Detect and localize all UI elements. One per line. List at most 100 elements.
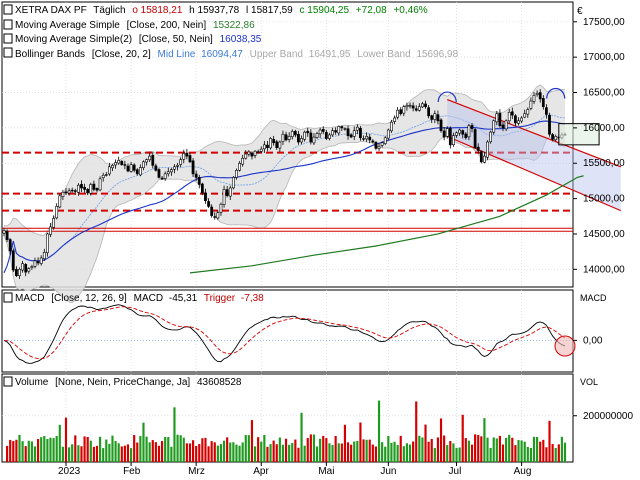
candle — [120, 160, 124, 166]
candle-body — [166, 171, 170, 175]
volume-bar — [74, 435, 77, 462]
candle-body — [207, 201, 210, 207]
candle — [498, 109, 502, 128]
candle-body — [269, 138, 272, 149]
candle — [430, 114, 434, 123]
candle-body — [142, 161, 145, 168]
candle — [42, 248, 46, 261]
volume-bar — [257, 437, 260, 462]
candle-body — [501, 124, 505, 129]
candle-body — [256, 151, 260, 153]
volume-bar — [12, 441, 15, 462]
volume-bar — [123, 445, 126, 462]
candle — [185, 149, 189, 160]
candle — [507, 108, 511, 124]
volume-bar — [272, 440, 275, 462]
candle-body — [517, 120, 520, 124]
candle-body — [2, 230, 6, 234]
candle-body — [182, 153, 186, 160]
candle — [117, 156, 121, 165]
candle — [393, 115, 396, 125]
volume-bar — [523, 441, 526, 462]
candle — [306, 127, 310, 137]
volume-bar — [68, 447, 71, 462]
candle — [445, 126, 449, 139]
candle — [253, 150, 257, 159]
candle-body — [204, 192, 207, 202]
volume-bar — [483, 418, 486, 462]
volume-bar — [458, 447, 461, 462]
x-tick-label: Jun — [380, 466, 396, 477]
candle-body — [458, 129, 462, 134]
price-tick-label: 14500,00 — [583, 229, 625, 240]
x-tick-label: Aug — [514, 466, 532, 477]
candle — [346, 125, 350, 140]
candle — [541, 95, 545, 110]
volume-bar — [384, 446, 387, 462]
candle-body — [300, 138, 303, 143]
candle-body — [210, 206, 214, 216]
candle — [179, 157, 183, 168]
candle-body — [433, 113, 437, 120]
volume-bar — [309, 434, 312, 462]
candle-body — [297, 133, 300, 143]
candle-body — [101, 174, 105, 179]
volume-bar — [325, 438, 328, 462]
candle — [231, 176, 235, 190]
candle — [98, 176, 102, 192]
candle — [238, 161, 241, 172]
candle — [142, 160, 145, 171]
candle — [321, 126, 325, 135]
volume-bar — [415, 401, 418, 462]
candle-body — [132, 164, 136, 171]
volume-bar — [449, 441, 452, 462]
candle-body — [275, 141, 279, 148]
candle — [495, 110, 499, 126]
bollinger-legend-icon — [3, 47, 13, 58]
candle-body — [470, 125, 474, 129]
volume-bar — [560, 436, 563, 462]
panel-frame-2 — [1, 373, 574, 463]
candle-body — [548, 114, 551, 135]
volume-bar — [27, 440, 30, 462]
volume-bar — [111, 435, 114, 462]
candle — [95, 187, 99, 193]
candle — [386, 128, 390, 141]
candle-body — [473, 129, 477, 148]
candle-body — [380, 142, 384, 146]
volume-bar — [368, 439, 371, 462]
x-tick-label: Feb — [123, 466, 141, 477]
volume-bar — [269, 444, 272, 462]
price-tick-label: 15500,00 — [583, 158, 625, 169]
candle — [272, 135, 276, 146]
volume-bar — [154, 442, 157, 462]
candle — [486, 140, 489, 161]
volume-bar — [402, 446, 405, 462]
volume-bar — [105, 439, 108, 462]
candle — [107, 162, 111, 176]
volume-bar — [247, 435, 250, 462]
volume-bar — [353, 441, 356, 462]
macd-legend: MACD [Close, 12, 26, 9] MACD -45,31 Trig… — [3, 292, 607, 304]
candle — [504, 119, 508, 132]
volume-bar — [195, 445, 198, 462]
candle-body — [216, 212, 220, 219]
candle — [365, 132, 369, 142]
candle — [427, 105, 431, 119]
candle — [259, 146, 263, 154]
price-tick-label: 17500,00 — [583, 17, 625, 28]
candle — [461, 129, 465, 139]
candle — [417, 103, 421, 112]
candle — [476, 143, 480, 154]
volume-bar — [33, 446, 37, 462]
candle-body — [42, 252, 46, 260]
volume-bar — [260, 441, 263, 462]
volume-bar — [297, 447, 300, 462]
candle — [39, 255, 43, 266]
volume-bar — [160, 441, 164, 462]
candle — [135, 168, 139, 176]
candle — [470, 123, 474, 133]
volume-legend: Volume [None, Nein, PriceChange, Ja] 436… — [3, 376, 598, 388]
volume-bar — [284, 438, 288, 462]
candle — [421, 101, 424, 108]
